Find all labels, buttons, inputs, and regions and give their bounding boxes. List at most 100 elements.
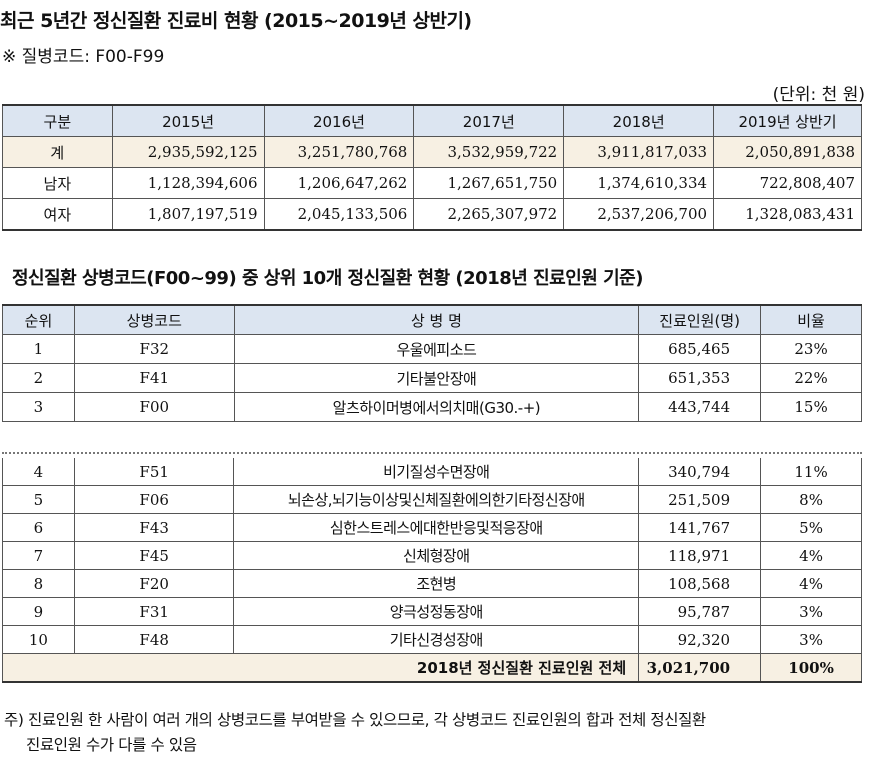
code-cell: F45 bbox=[73, 541, 235, 570]
table-row: 10 F48 기타신경성장애 92,320 3% bbox=[2, 625, 862, 654]
table-cell: 1,128,394,606 bbox=[111, 167, 265, 199]
disease-name-cell: 양극성정동장애 bbox=[233, 597, 640, 626]
patients-cell: 651,353 bbox=[638, 363, 762, 393]
patients-cell: 92,320 bbox=[638, 625, 762, 654]
cost-table: 구분 2015년 2016년 2017년 2018년 2019년 상반기 계 2… bbox=[2, 104, 862, 231]
disease-code-note: ※ 질병코드: F00-F99 bbox=[2, 47, 165, 67]
disease-name-cell: 알츠하이머병에서의치매(G30.-+) bbox=[233, 392, 640, 422]
ratio-cell: 22% bbox=[760, 363, 862, 393]
rank-cell: 5 bbox=[2, 485, 75, 514]
patients-cell: 118,971 bbox=[638, 541, 762, 570]
rank-cell: 8 bbox=[2, 569, 75, 598]
rank-cell: 4 bbox=[2, 458, 75, 486]
ratio-cell: 15% bbox=[760, 392, 862, 422]
ratio-cell: 4% bbox=[760, 541, 862, 570]
code-cell: F32 bbox=[73, 334, 235, 364]
patients-cell: 95,787 bbox=[638, 597, 762, 626]
ratio-cell: 23% bbox=[760, 334, 862, 364]
patients-cell: 443,744 bbox=[638, 392, 762, 422]
header-cell: 순위 bbox=[2, 304, 75, 335]
total-ratio: 100% bbox=[760, 653, 862, 683]
disease-name-cell: 신체형장애 bbox=[233, 541, 640, 570]
table-row: 6 F43 심한스트레스에대한반응및적응장애 141,767 5% bbox=[2, 513, 862, 542]
ratio-cell: 11% bbox=[760, 458, 862, 486]
table-cell: 2,265,307,972 bbox=[413, 198, 565, 231]
row-label: 계 bbox=[2, 136, 113, 168]
footnote: 주) 진료인원 한 사람이 여러 개의 상병코드를 부여받을 수 있으므로, 각… bbox=[4, 708, 874, 758]
table-cell: 722,808,407 bbox=[713, 167, 862, 199]
rank-cell: 3 bbox=[2, 392, 75, 422]
code-cell: F41 bbox=[73, 363, 235, 393]
total-patients: 3,021,700 bbox=[638, 653, 762, 683]
top10-table-part2: 4 F51 비기질성수면장애 340,794 11% 5 F06 뇌손상,뇌기능… bbox=[1, 458, 862, 683]
code-cell: F20 bbox=[73, 569, 235, 598]
disease-name-cell: 조현병 bbox=[233, 569, 640, 598]
disease-name-cell: 비기질성수면장애 bbox=[233, 458, 640, 486]
disease-name-cell: 뇌손상,뇌기능이상및신체질환에의한기타정신장애 bbox=[233, 485, 640, 514]
patients-cell: 251,509 bbox=[638, 485, 762, 514]
table-row: 1 F32 우울에피소드 685,465 23% bbox=[2, 334, 862, 364]
table-cell: 1,807,197,519 bbox=[111, 198, 265, 231]
ratio-cell: 4% bbox=[760, 569, 862, 598]
header-cell: 2016년 bbox=[263, 104, 415, 137]
table-row: 7 F45 신체형장애 118,971 4% bbox=[2, 541, 862, 570]
disease-name-cell: 기타불안장애 bbox=[233, 363, 640, 393]
table-row: 3 F00 알츠하이머병에서의치매(G30.-+) 443,744 15% bbox=[2, 392, 862, 422]
table-header-row: 구분 2015년 2016년 2017년 2018년 2019년 상반기 bbox=[2, 104, 862, 137]
table-cell: 2,935,592,125 bbox=[111, 136, 265, 168]
header-cell: 2018년 bbox=[563, 104, 715, 137]
header-cell: 2017년 bbox=[413, 104, 565, 137]
disease-name-cell: 기타신경성장애 bbox=[233, 625, 640, 654]
footnote-line-2: 진료인원 수가 다를 수 있음 bbox=[26, 736, 197, 754]
table-header-row: 순위 상병코드 상 병 명 진료인원(명) 비율 bbox=[2, 304, 862, 335]
table-row: 계 2,935,592,125 3,251,780,768 3,532,959,… bbox=[2, 136, 862, 168]
header-cell: 상병코드 bbox=[73, 304, 235, 335]
code-cell: F00 bbox=[73, 392, 235, 422]
header-cell: 구분 bbox=[2, 104, 113, 137]
page-title: 최근 5년간 정신질환 진료비 현황 (2015~2019년 상반기) bbox=[0, 10, 472, 32]
patients-cell: 108,568 bbox=[638, 569, 762, 598]
top10-table-part1: 순위 상병코드 상 병 명 진료인원(명) 비율 1 F32 우울에피소드 68… bbox=[2, 304, 862, 422]
header-cell: 진료인원(명) bbox=[638, 304, 762, 335]
table-cell: 2,050,891,838 bbox=[713, 136, 862, 168]
table-row: 5 F06 뇌손상,뇌기능이상및신체질환에의한기타정신장애 251,509 8% bbox=[2, 485, 862, 514]
code-cell: F51 bbox=[73, 458, 235, 486]
table-cell: 3,911,817,033 bbox=[563, 136, 715, 168]
header-cell: 2015년 bbox=[111, 104, 265, 137]
section-title: 정신질환 상병코드(F00~99) 중 상위 10개 정신질환 현황 (2018… bbox=[12, 268, 643, 289]
disease-name-cell: 심한스트레스에대한반응및적응장애 bbox=[233, 513, 640, 542]
total-label: 2018년 정신질환 진료인원 전체 bbox=[1, 653, 640, 683]
rank-cell: 10 bbox=[2, 625, 75, 654]
table-row: 여자 1,807,197,519 2,045,133,506 2,265,307… bbox=[2, 198, 862, 231]
rank-cell: 7 bbox=[2, 541, 75, 570]
disease-name-cell: 우울에피소드 bbox=[233, 334, 640, 364]
header-cell: 비율 bbox=[760, 304, 862, 335]
footnote-line-1: 주) 진료인원 한 사람이 여러 개의 상병코드를 부여받을 수 있으므로, 각… bbox=[4, 711, 706, 729]
table-row: 남자 1,128,394,606 1,206,647,262 1,267,651… bbox=[2, 167, 862, 199]
code-cell: F06 bbox=[73, 485, 235, 514]
patients-cell: 685,465 bbox=[638, 334, 762, 364]
table-row: 9 F31 양극성정동장애 95,787 3% bbox=[2, 597, 862, 626]
code-cell: F43 bbox=[73, 513, 235, 542]
header-cell: 상 병 명 bbox=[233, 304, 640, 335]
total-row: 2018년 정신질환 진료인원 전체 3,021,700 100% bbox=[1, 653, 862, 683]
unit-label: (단위: 천 원) bbox=[772, 85, 865, 105]
row-label: 남자 bbox=[2, 167, 113, 199]
ratio-cell: 5% bbox=[760, 513, 862, 542]
table-cell: 2,045,133,506 bbox=[263, 198, 415, 231]
header-cell: 2019년 상반기 bbox=[713, 104, 862, 137]
table-cell: 1,328,083,431 bbox=[713, 198, 862, 231]
patients-cell: 141,767 bbox=[638, 513, 762, 542]
ratio-cell: 3% bbox=[760, 597, 862, 626]
dotted-separator bbox=[2, 452, 862, 454]
table-row: 8 F20 조현병 108,568 4% bbox=[2, 569, 862, 598]
table-cell: 2,537,206,700 bbox=[563, 198, 715, 231]
table-row: 2 F41 기타불안장애 651,353 22% bbox=[2, 363, 862, 393]
ratio-cell: 3% bbox=[760, 625, 862, 654]
table-cell: 1,374,610,334 bbox=[563, 167, 715, 199]
rank-cell: 2 bbox=[2, 363, 75, 393]
rank-cell: 1 bbox=[2, 334, 75, 364]
ratio-cell: 8% bbox=[760, 485, 862, 514]
table-cell: 1,206,647,262 bbox=[263, 167, 415, 199]
row-label: 여자 bbox=[2, 198, 113, 231]
